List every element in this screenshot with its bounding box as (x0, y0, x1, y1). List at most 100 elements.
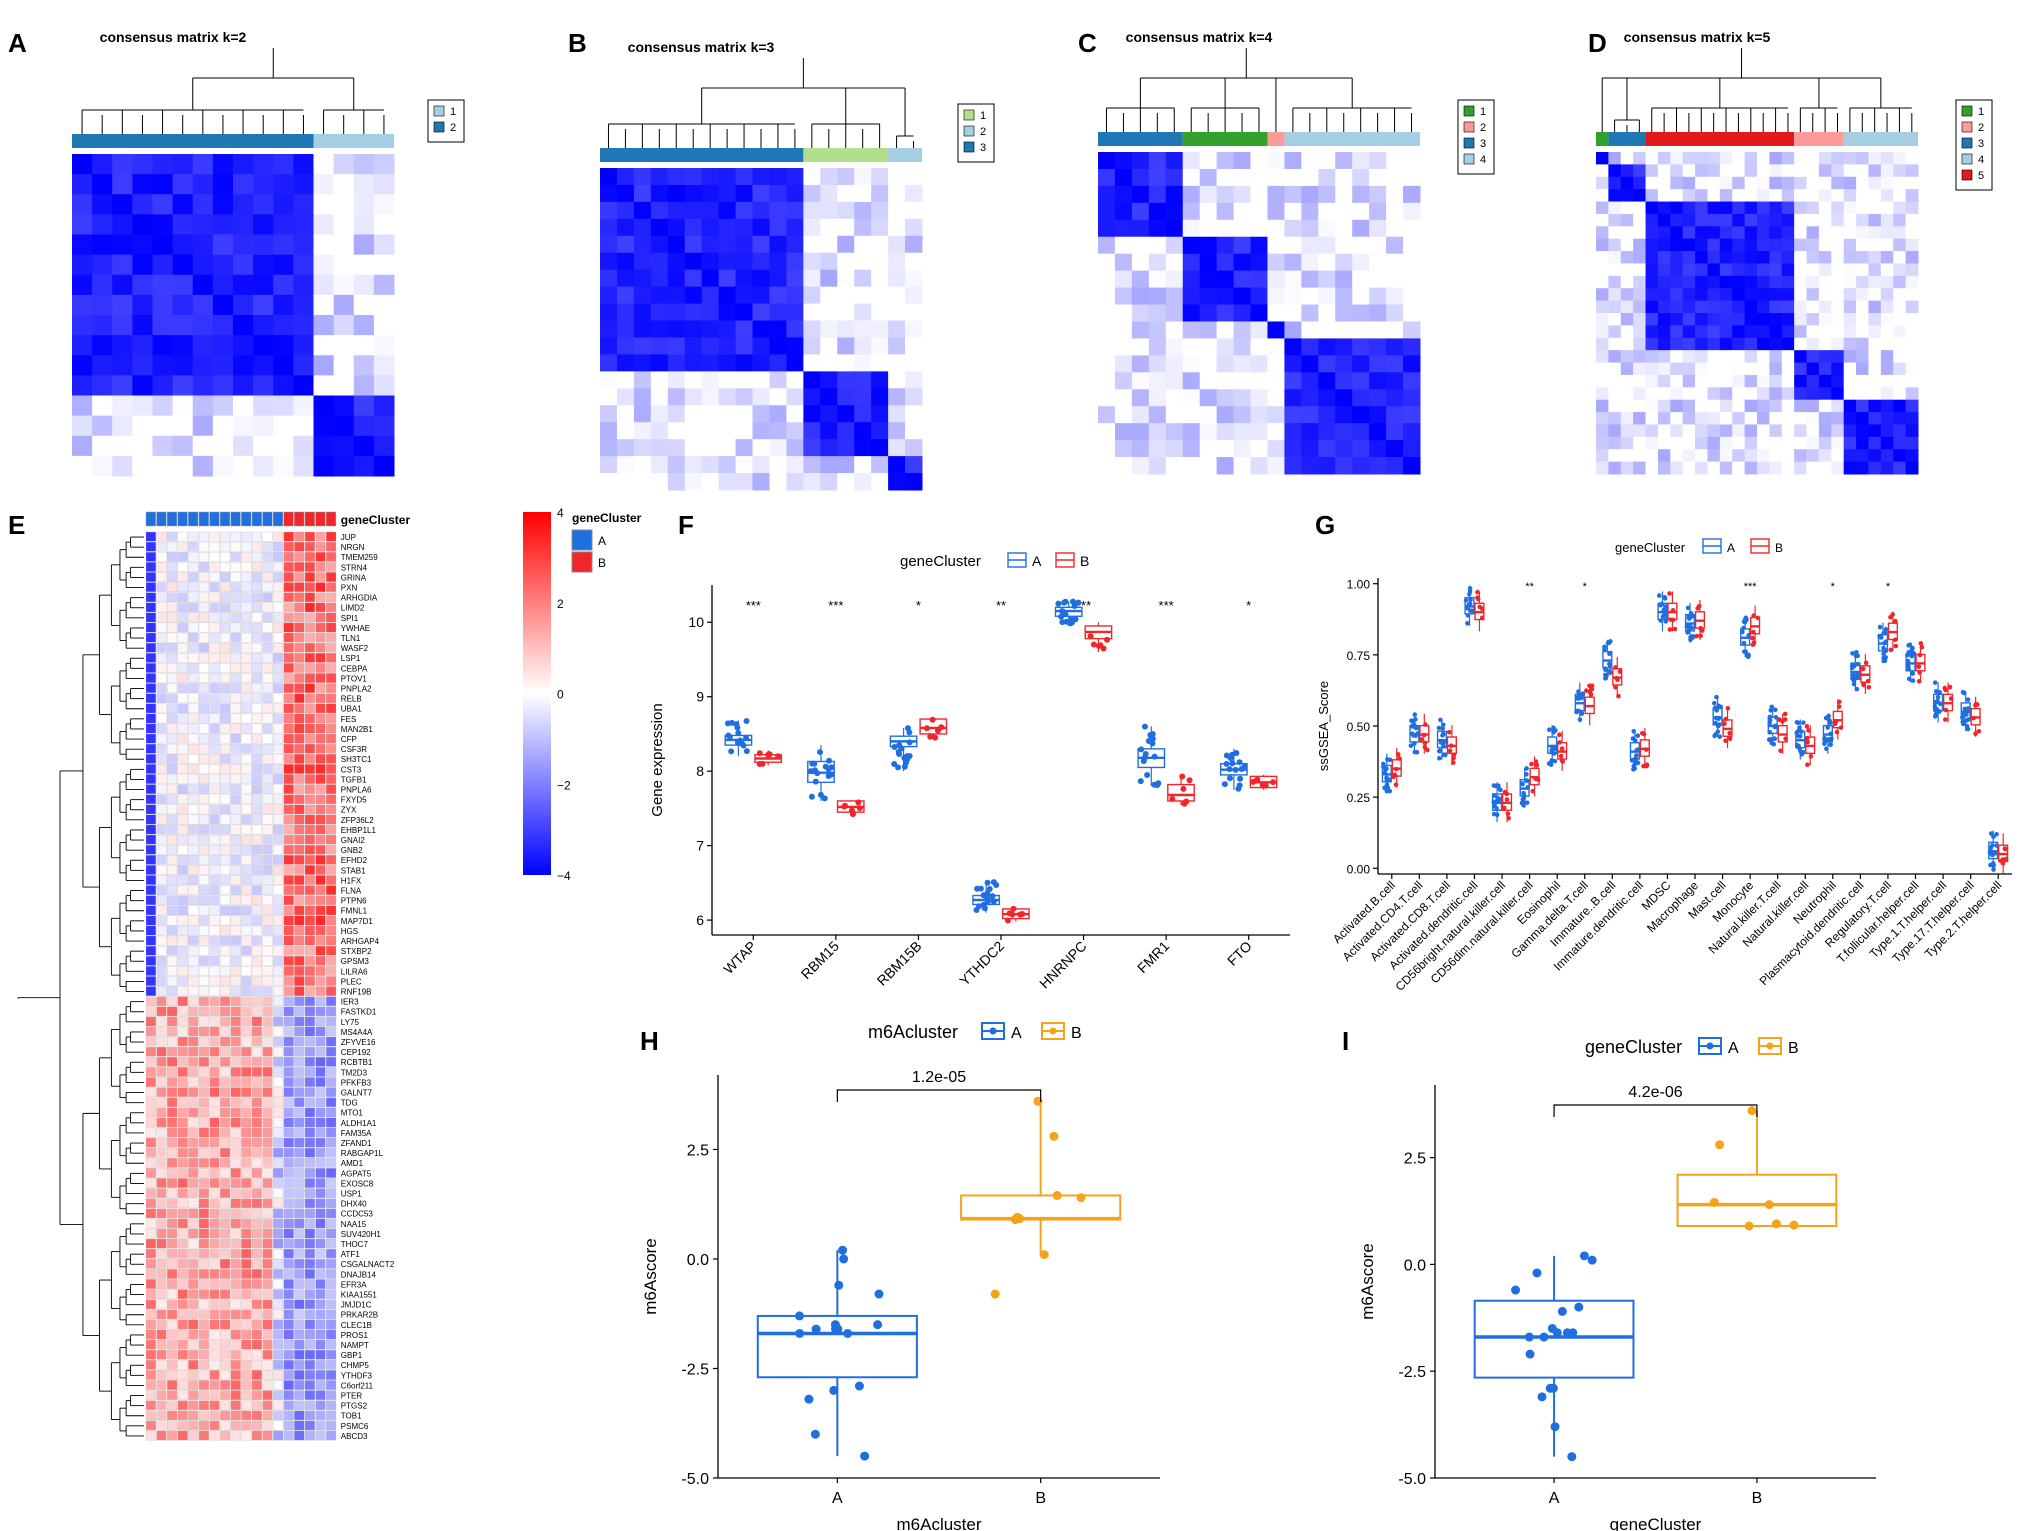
heatmap-cell (262, 1218, 273, 1229)
heatmap-cell (198, 723, 209, 734)
gene-label: RCBTB1 (341, 1058, 373, 1067)
consensus-cell (718, 303, 737, 322)
consensus-cell (1216, 270, 1235, 289)
consensus-cell (1369, 372, 1387, 390)
consensus-cell (667, 201, 686, 220)
heatmap-cell (241, 683, 252, 693)
heatmap-cell (294, 1016, 305, 1027)
consensus-cell (1670, 337, 1684, 351)
consensus-cell (1794, 176, 1808, 190)
consensus-cell (333, 355, 355, 376)
consensus-cell (667, 269, 686, 288)
consensus-cell (888, 422, 906, 440)
data-point (1741, 619, 1747, 624)
consensus-cell (1182, 406, 1201, 424)
consensus-cell (1744, 337, 1758, 351)
heatmap-cell (294, 1218, 305, 1229)
legend-swatch (963, 125, 975, 137)
data-point (1907, 642, 1913, 648)
heatmap-cell (294, 582, 305, 592)
consensus-cell (1707, 176, 1721, 190)
consensus-cell (92, 154, 113, 175)
consensus-cell (1818, 288, 1832, 302)
heatmap-cell (198, 622, 209, 633)
heatmap-cell (251, 814, 262, 825)
heatmap-cell (326, 986, 337, 996)
consensus-cell (1769, 399, 1783, 413)
consensus-cell (1386, 287, 1404, 306)
consensus-cell (313, 294, 335, 316)
heatmap-cell (315, 1016, 326, 1027)
heatmap-cell (177, 1339, 188, 1350)
consensus-cell (72, 375, 93, 396)
consensus-cell (854, 218, 872, 237)
consensus-cell (253, 415, 274, 437)
consensus-cell (1250, 270, 1268, 289)
data-point (1860, 666, 1866, 672)
heatmap-cell (273, 865, 284, 875)
consensus-cell (1893, 164, 1907, 178)
heatmap-cell (198, 1410, 209, 1421)
consensus-cell (1732, 275, 1746, 289)
heatmap-cell (177, 1208, 188, 1219)
heatmap-cell (262, 834, 273, 845)
heatmap-cell (220, 642, 231, 653)
consensus-cell (333, 315, 355, 336)
heatmap-cell (145, 582, 156, 592)
heatmap-cell (188, 632, 199, 643)
data-point (1229, 760, 1236, 767)
heatmap-cell (230, 976, 241, 986)
consensus-cell (1769, 350, 1783, 364)
heatmap-cell (220, 1158, 231, 1168)
consensus-cell (1233, 152, 1252, 170)
heatmap-cell (167, 915, 178, 926)
data-point (1746, 633, 1751, 638)
data-point (1991, 867, 1996, 872)
consensus-cell (1233, 440, 1252, 458)
consensus-cell (1098, 423, 1116, 441)
heatmap-cell (209, 996, 220, 1007)
colorbar-tick: 4 (557, 506, 564, 520)
heatmap-cell (198, 1360, 209, 1370)
consensus-cell (1645, 152, 1659, 165)
consensus-cell (1818, 300, 1832, 314)
data-point (1755, 615, 1761, 621)
heatmap-cell (177, 1319, 188, 1330)
heatmap-cell (262, 1269, 273, 1279)
consensus-cell (905, 320, 923, 338)
gene-label: AGPAT5 (341, 1169, 372, 1178)
heatmap-cell (241, 1289, 252, 1299)
consensus-cell (1695, 275, 1708, 289)
data-point (1603, 672, 1609, 678)
heatmap-cell (209, 1299, 220, 1310)
consensus-cell (1806, 213, 1820, 227)
consensus-cell (1794, 436, 1808, 450)
heatmap-cell (294, 622, 305, 633)
heatmap-cell (241, 885, 252, 895)
gene-label: SH3TC1 (341, 755, 372, 764)
consensus-cell (1856, 461, 1869, 475)
consensus-cell (837, 456, 855, 474)
data-point (873, 1320, 883, 1330)
consensus-cell (1719, 288, 1733, 302)
consensus-cell (633, 439, 652, 457)
heatmap-cell (294, 1057, 305, 1067)
heatmap-cell (315, 885, 326, 895)
data-point (896, 742, 903, 749)
heatmap-cell (273, 1269, 284, 1279)
heatmap-cell (241, 673, 252, 683)
consensus-cell (172, 315, 194, 336)
heatmap-cell (145, 804, 156, 815)
heatmap-cell (220, 1380, 231, 1390)
data-point (1668, 617, 1673, 622)
data-point (1961, 712, 1966, 717)
consensus-cell (1794, 213, 1808, 227)
heatmap-cell (262, 824, 273, 835)
consensus-cell (1843, 350, 1857, 364)
data-point (1525, 785, 1531, 790)
heatmap-cell (145, 693, 156, 704)
consensus-cell (1893, 201, 1907, 215)
heatmap-cell (230, 1228, 241, 1239)
data-point (1905, 658, 1911, 664)
